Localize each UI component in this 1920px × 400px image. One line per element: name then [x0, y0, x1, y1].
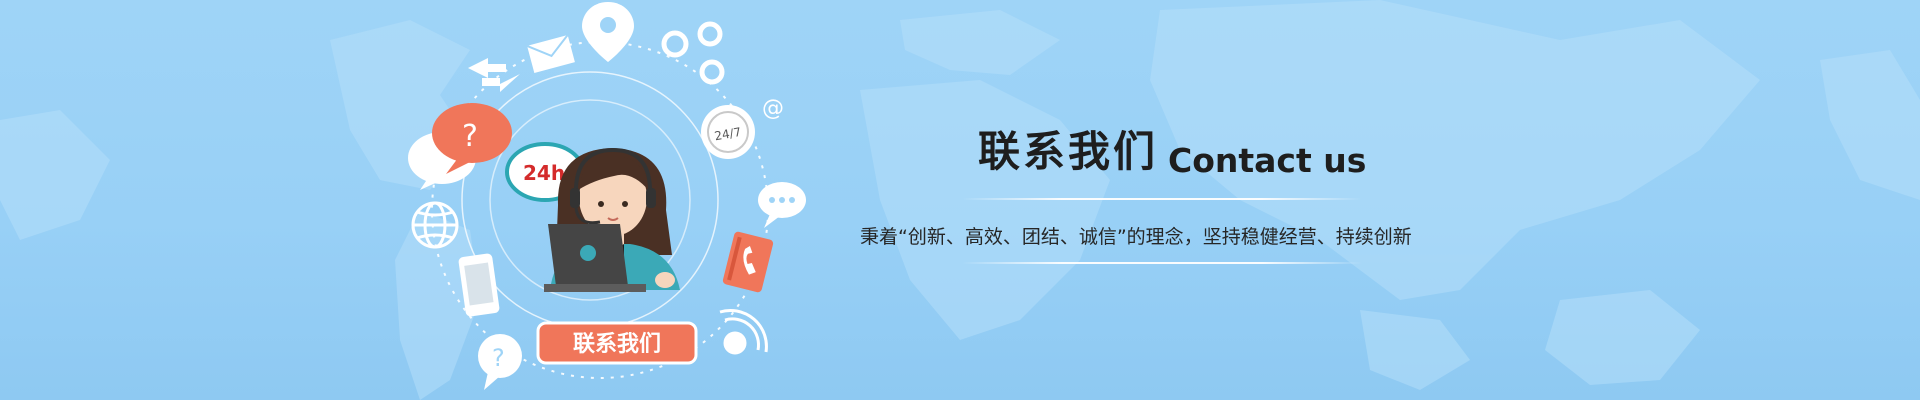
divider-top	[962, 198, 1362, 200]
page-title-chinese: 联系我们	[978, 127, 1159, 176]
phone-book-icon	[722, 231, 774, 293]
question-bubble-icon: ?	[478, 334, 522, 390]
globe-icon	[411, 201, 459, 249]
contact-us-button-label: 联系我们	[573, 332, 661, 357]
clock-24-7-icon: 24/7	[701, 105, 755, 159]
contact-us-button[interactable]: 联系我们	[536, 321, 698, 365]
envelope-icon	[526, 34, 575, 73]
location-pin-icon	[582, 2, 634, 62]
phone-signal-icon	[719, 308, 768, 355]
svg-text:24h: 24h	[523, 161, 565, 185]
at-icon: @	[762, 96, 784, 121]
svg-text:24/7: 24/7	[713, 125, 742, 143]
slogan-text: 秉着“创新、高效、团结、诚信”的理念，坚持稳健经营、持续创新	[860, 226, 1412, 248]
chat-bubble-icon	[758, 182, 806, 228]
laptop-icon	[544, 224, 646, 292]
orange-question-bubble-icon: ?	[432, 103, 512, 174]
customer-service-illustration: @ 24/7 ?	[408, 2, 806, 390]
smartphone-icon	[458, 253, 500, 317]
page-title-english: Contact us	[1168, 141, 1367, 180]
exchange-arrows-icon	[468, 58, 520, 92]
svg-text:?: ?	[492, 344, 505, 372]
svg-text:?: ?	[462, 119, 478, 154]
divider-bottom	[962, 262, 1362, 264]
gears-icon	[661, 21, 725, 85]
